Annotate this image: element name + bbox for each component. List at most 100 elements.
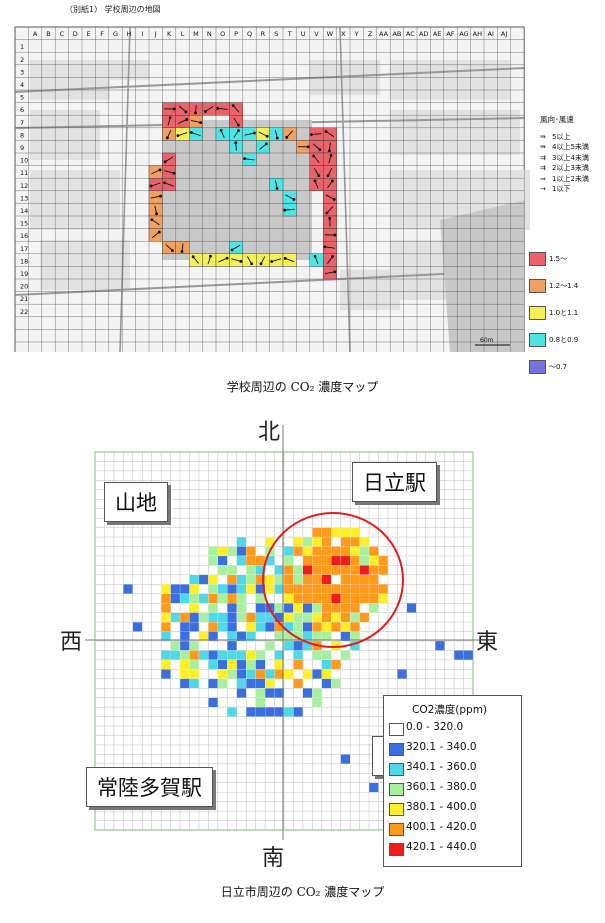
co2-cell	[350, 622, 360, 632]
co2-cell	[198, 574, 209, 585]
co2-cell	[217, 612, 228, 623]
row-label: 6	[20, 106, 24, 114]
wind-arrow-head	[180, 250, 184, 253]
wind-arrow-head	[184, 110, 188, 114]
co2-cell	[217, 659, 228, 670]
co2-cell	[179, 659, 190, 670]
co2-cell	[359, 565, 370, 575]
wind-arrow	[286, 130, 293, 138]
wind-arrow	[326, 206, 334, 214]
co2-cell	[179, 640, 190, 651]
co2-cell	[321, 659, 332, 670]
co2-cell	[217, 584, 228, 594]
wind-arrow	[178, 119, 187, 124]
wind-arrow	[244, 132, 255, 136]
co2-cell	[189, 593, 200, 604]
wind-legend-item: ⇛ 4以上5未満	[540, 143, 589, 151]
co2-cell	[179, 622, 190, 632]
co2-cell	[293, 536, 304, 547]
co2-cell	[331, 612, 341, 623]
co2-cell	[208, 555, 218, 566]
co2-cell	[293, 584, 304, 594]
co2-cell	[350, 555, 360, 566]
row-label: 11	[20, 169, 28, 177]
wind-arrow-head	[326, 174, 330, 178]
wind-arrow-head	[259, 262, 263, 266]
co2-cell	[312, 565, 322, 575]
north-label: 北	[258, 420, 281, 445]
co2-cell	[236, 584, 247, 594]
co2-cell	[321, 650, 332, 660]
co2-cell	[227, 584, 237, 594]
co2-cell	[368, 782, 379, 793]
co2-cell	[227, 707, 237, 717]
wind-arrow-icon: →	[540, 185, 546, 193]
co2-cell	[340, 574, 351, 585]
wind-arrow-icon: ⇛	[540, 143, 546, 151]
co2-cell	[312, 593, 322, 604]
co2-cell	[217, 678, 228, 689]
column-label: G	[113, 30, 118, 38]
co2-cell	[123, 584, 133, 594]
co2-cell	[236, 574, 247, 585]
co2-cell	[312, 688, 322, 698]
co2-cell	[227, 546, 237, 557]
column-label: AG	[459, 30, 468, 38]
wind-legend-item: → 1以下	[540, 185, 571, 193]
wind-arrow	[218, 257, 228, 263]
wind-arrow-head	[333, 233, 337, 237]
co2-cell	[255, 612, 266, 623]
wind-arrow	[285, 194, 295, 200]
co2-cell	[217, 555, 228, 566]
wind-arrow-head	[283, 256, 287, 260]
wind-arrow-head	[168, 116, 172, 120]
co2-cell	[217, 565, 228, 575]
co2-cell	[283, 546, 294, 557]
co2-cell	[321, 527, 332, 538]
highlight-circle	[262, 512, 404, 648]
row-label: 15	[20, 220, 28, 228]
co2-cell	[321, 584, 332, 594]
co2-cell	[236, 603, 247, 613]
co2-cell	[208, 574, 218, 585]
co2-cell	[227, 622, 237, 632]
column-label: O	[220, 30, 225, 38]
wind-arrows	[149, 104, 337, 275]
co2-cell	[246, 631, 256, 642]
wind-arrow-head	[306, 145, 310, 149]
co2-cell	[189, 650, 200, 660]
co2-cell	[283, 593, 294, 604]
co2-cell	[265, 622, 275, 632]
wind-arrow-head	[285, 135, 289, 139]
mountain-label: 山地	[104, 482, 168, 522]
co2-cell	[302, 574, 313, 585]
co2-cell	[246, 678, 256, 689]
co2-cell	[293, 603, 304, 613]
wind-arrow	[164, 170, 174, 174]
wind-arrow	[178, 105, 187, 113]
wind-arrow	[151, 231, 160, 239]
co2-cell	[350, 574, 360, 585]
wind-arrow-head	[328, 149, 331, 153]
co2-cell	[293, 574, 304, 585]
column-label: Z	[368, 30, 373, 38]
co2-cell	[368, 574, 379, 585]
scale-label: 60m	[480, 337, 494, 344]
co2-cell	[189, 574, 200, 585]
co2-cell	[217, 622, 228, 632]
co2-cell	[350, 536, 360, 547]
row-label: 17	[20, 245, 28, 253]
co2-cell	[208, 631, 218, 642]
row-label: 16	[20, 232, 28, 240]
co2-cell	[246, 612, 256, 623]
wind-arrow-head	[264, 142, 268, 146]
co2-cell	[359, 555, 370, 566]
column-label: AE	[433, 30, 442, 38]
co2-cell	[255, 659, 266, 670]
co2-cell	[208, 697, 218, 708]
co2-cell	[246, 650, 256, 660]
co2-cell	[179, 678, 190, 689]
co2-cell	[179, 669, 190, 679]
wind-arrow	[191, 132, 201, 137]
wind-arrow-head	[318, 148, 322, 152]
